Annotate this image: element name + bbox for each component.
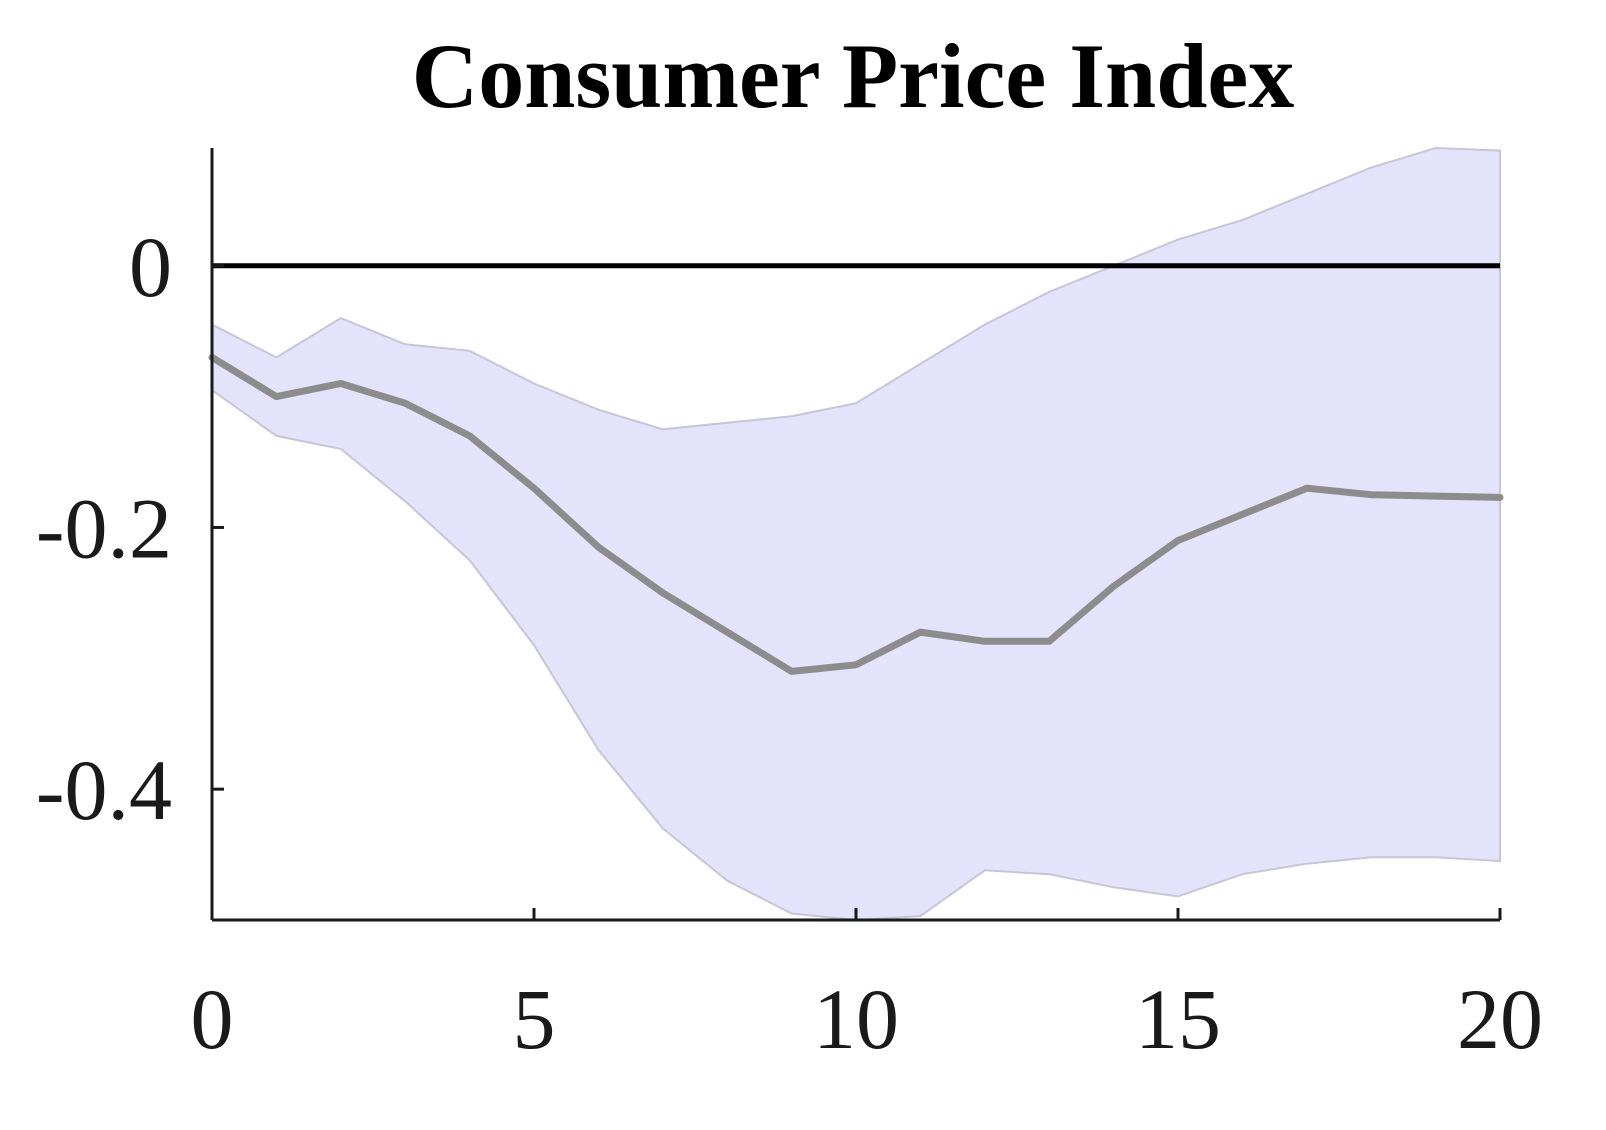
series-line-0 [208, 353, 1504, 675]
x-tick-label-15: 15 [1135, 971, 1221, 1067]
x-tick-label-0: 0 [191, 971, 234, 1067]
x-tick-label-5: 5 [513, 971, 556, 1067]
series-line-layer [208, 353, 1504, 675]
axes [210, 148, 1502, 922]
y-tick-label-0: 0 [129, 219, 172, 315]
chart-title: Consumer Price Index [412, 25, 1294, 127]
confidence-band [211, 146, 1501, 922]
confidence-band-layer [211, 146, 1501, 922]
x-tick-label-20: 20 [1457, 971, 1543, 1067]
tick-labels: 0 5 10 15 20 0 -0.2 -0.4 [36, 219, 1543, 1067]
x-tick-label-10: 10 [813, 971, 899, 1067]
y-tick-label--0.2: -0.2 [36, 480, 172, 576]
y-tick-label--0.4: -0.4 [36, 742, 172, 838]
